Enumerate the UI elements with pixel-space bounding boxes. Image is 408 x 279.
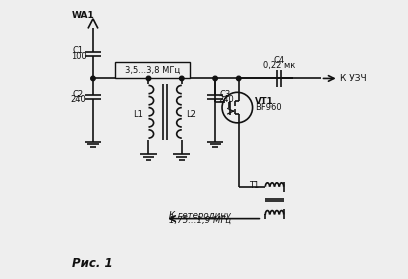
Text: T1: T1 bbox=[249, 181, 259, 190]
Text: 0,22 мк: 0,22 мк bbox=[263, 61, 295, 69]
Text: К гетеродину: К гетеродину bbox=[169, 211, 231, 220]
Text: WA1: WA1 bbox=[72, 11, 95, 20]
Text: 1,75...1,9 МГц: 1,75...1,9 МГц bbox=[169, 216, 231, 225]
Text: 240: 240 bbox=[218, 95, 234, 104]
Text: Рис. 1: Рис. 1 bbox=[72, 256, 113, 270]
Text: BF960: BF960 bbox=[255, 102, 282, 112]
Text: 100: 100 bbox=[71, 52, 86, 61]
Circle shape bbox=[91, 76, 95, 81]
Text: К УЗЧ: К УЗЧ bbox=[340, 74, 367, 83]
Circle shape bbox=[237, 76, 241, 81]
Text: C2: C2 bbox=[72, 90, 83, 99]
Text: 240: 240 bbox=[70, 95, 86, 104]
Text: VT1: VT1 bbox=[255, 97, 274, 106]
Text: L1: L1 bbox=[133, 110, 143, 119]
Text: C1: C1 bbox=[72, 46, 84, 55]
Text: C4: C4 bbox=[273, 56, 284, 65]
Circle shape bbox=[180, 76, 184, 81]
Circle shape bbox=[213, 76, 217, 81]
Circle shape bbox=[146, 76, 151, 81]
Text: L2: L2 bbox=[186, 110, 196, 119]
Text: 3,5...3,8 МГц: 3,5...3,8 МГц bbox=[125, 65, 180, 74]
Text: C3: C3 bbox=[220, 90, 231, 99]
FancyBboxPatch shape bbox=[115, 62, 190, 78]
